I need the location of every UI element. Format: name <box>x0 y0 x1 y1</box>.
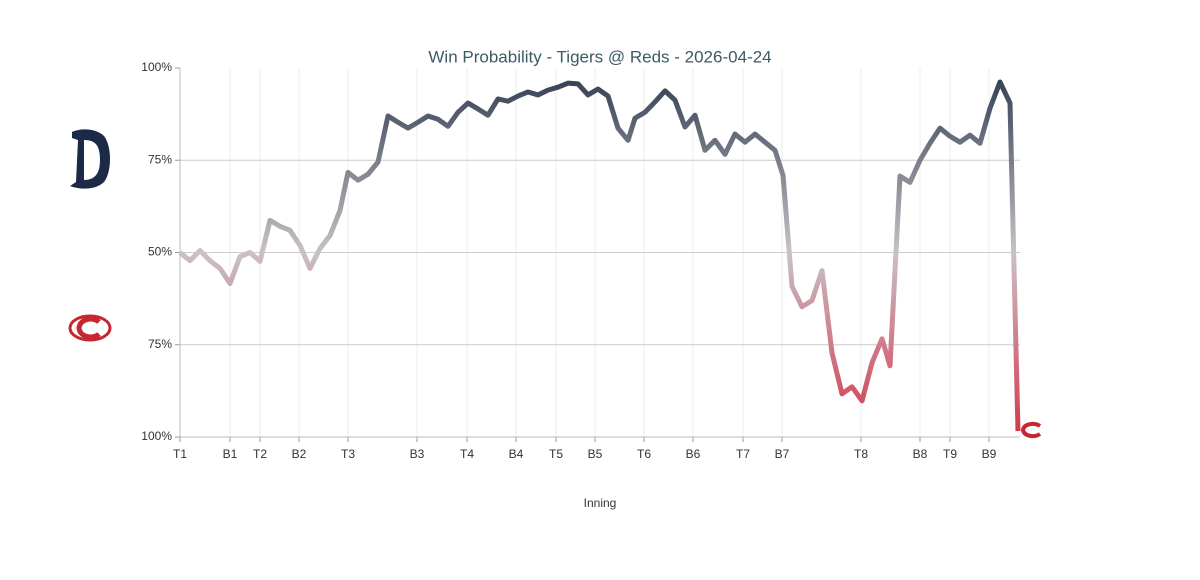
x-tick-label: T3 <box>341 447 355 461</box>
x-tick-label: B1 <box>223 447 238 461</box>
chart-title: Win Probability - Tigers @ Reds - 2026-0… <box>428 47 771 66</box>
x-tick-label: B2 <box>292 447 307 461</box>
x-tick-label: T4 <box>460 447 474 461</box>
x-tick-label: T2 <box>253 447 267 461</box>
x-tick-label: T7 <box>736 447 750 461</box>
x-tick-label: B9 <box>982 447 997 461</box>
y-tick-label: 75% <box>148 152 172 166</box>
x-tick-label: T8 <box>854 447 868 461</box>
x-tick-label: T9 <box>943 447 957 461</box>
x-tick-label: T1 <box>173 447 187 461</box>
win-probability-line <box>178 79 1021 432</box>
x-tick-label: T5 <box>549 447 563 461</box>
x-tick-label: B7 <box>775 447 790 461</box>
reds-logo <box>68 314 112 342</box>
y-tick-label: 75% <box>148 337 172 351</box>
x-axis-label: Inning <box>584 496 617 510</box>
tigers-logo <box>70 129 110 189</box>
x-tick-label: B8 <box>913 447 928 461</box>
x-tick-label: B4 <box>509 447 524 461</box>
x-tick-label: B5 <box>588 447 603 461</box>
y-tick-label: 100% <box>141 60 172 74</box>
x-tick-label: B6 <box>686 447 701 461</box>
x-tick-label: T6 <box>637 447 651 461</box>
y-tick-label: 50% <box>148 245 172 259</box>
x-tick-label: B3 <box>410 447 425 461</box>
y-tick-label: 100% <box>141 429 172 443</box>
reds-end-icon <box>1020 421 1042 439</box>
